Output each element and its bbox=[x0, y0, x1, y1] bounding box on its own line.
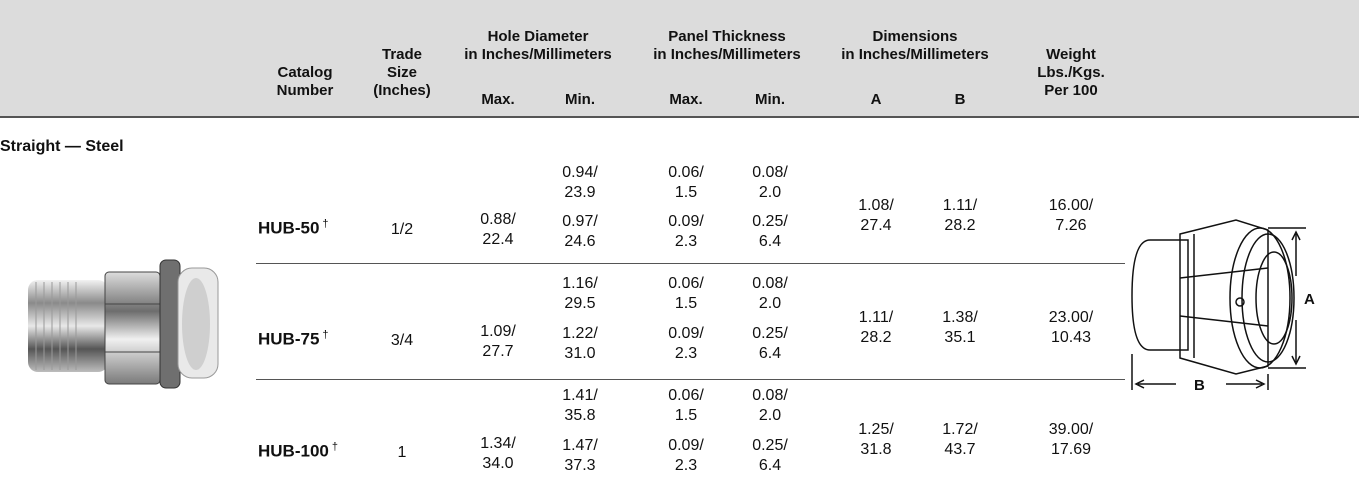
panel-max: 0.09/2.3 bbox=[668, 325, 704, 362]
dimension-drawing: A B bbox=[1131, 219, 1315, 394]
panel-min: 0.08/2.0 bbox=[752, 387, 788, 424]
row-divider bbox=[256, 379, 1125, 380]
header-catalog: Catalog Number bbox=[276, 64, 334, 99]
catalog-number: HUB-50 † bbox=[258, 218, 329, 238]
section-title: Straight — Steel bbox=[0, 138, 124, 155]
panel-max: 0.09/2.3 bbox=[668, 213, 704, 250]
header-panel-max: Max. bbox=[669, 91, 703, 108]
hole-min: 1.41/35.8 bbox=[562, 387, 598, 424]
hole-min: 0.97/24.6 bbox=[562, 213, 598, 250]
panel-max: 0.06/1.5 bbox=[668, 275, 704, 312]
catalog-number: HUB-75 † bbox=[258, 329, 329, 349]
panel-min: 0.25/6.4 bbox=[752, 325, 788, 362]
header-hole-diameter: Hole Diameter in Inches/Millimeters bbox=[464, 28, 612, 63]
dim-a: 1.08/27.4 bbox=[858, 197, 894, 234]
header-panel-min: Min. bbox=[755, 91, 785, 108]
product-photo bbox=[28, 259, 219, 389]
hole-min: 1.22/31.0 bbox=[562, 325, 598, 362]
weight: 23.00/10.43 bbox=[1048, 309, 1094, 346]
hole-min: 1.16/29.5 bbox=[562, 275, 598, 312]
panel-min: 0.08/2.0 bbox=[752, 164, 788, 201]
catalog-number: HUB-100 † bbox=[258, 441, 338, 461]
trade-size: 1/2 bbox=[390, 221, 414, 238]
dim-a: 1.25/31.8 bbox=[858, 421, 894, 458]
header-dimensions: Dimensions in Inches/Millimeters bbox=[841, 28, 989, 63]
header-hole-max: Max. bbox=[481, 91, 515, 108]
header-dim-a: A bbox=[870, 91, 882, 108]
panel-max: 0.06/1.5 bbox=[668, 164, 704, 201]
panel-min: 0.25/6.4 bbox=[752, 213, 788, 250]
dimension-label-a: A bbox=[1304, 291, 1315, 308]
weight: 16.00/7.26 bbox=[1048, 197, 1094, 234]
hole-max: 1.34/34.0 bbox=[480, 435, 516, 472]
header-dim-b: B bbox=[954, 91, 966, 108]
dim-b: 1.38/35.1 bbox=[942, 309, 978, 346]
dim-a: 1.11/28.2 bbox=[858, 309, 894, 346]
trade-size: 3/4 bbox=[390, 332, 414, 349]
weight: 39.00/17.69 bbox=[1048, 421, 1094, 458]
panel-max: 0.09/2.3 bbox=[668, 437, 704, 474]
header-hole-min: Min. bbox=[565, 91, 595, 108]
header-panel-thickness: Panel Thickness in Inches/Millimeters bbox=[653, 28, 801, 63]
header-trade-size: Trade Size (Inches) bbox=[373, 46, 431, 99]
hole-max: 1.09/27.7 bbox=[480, 323, 516, 360]
dim-b: 1.11/28.2 bbox=[942, 197, 978, 234]
hole-min: 0.94/23.9 bbox=[562, 164, 598, 201]
panel-min: 0.08/2.0 bbox=[752, 275, 788, 312]
header-weight: Weight Lbs./Kgs. Per 100 bbox=[1037, 46, 1105, 99]
dimension-label-b: B bbox=[1194, 377, 1205, 394]
row-divider bbox=[256, 263, 1125, 264]
dim-b: 1.72/43.7 bbox=[942, 421, 978, 458]
table-header-band bbox=[0, 0, 1359, 118]
hole-max: 0.88/22.4 bbox=[480, 211, 516, 248]
trade-size: 1 bbox=[397, 444, 407, 461]
panel-min: 0.25/6.4 bbox=[752, 437, 788, 474]
panel-max: 0.06/1.5 bbox=[668, 387, 704, 424]
hole-min: 1.47/37.3 bbox=[562, 437, 598, 474]
header-divider bbox=[0, 116, 1359, 118]
